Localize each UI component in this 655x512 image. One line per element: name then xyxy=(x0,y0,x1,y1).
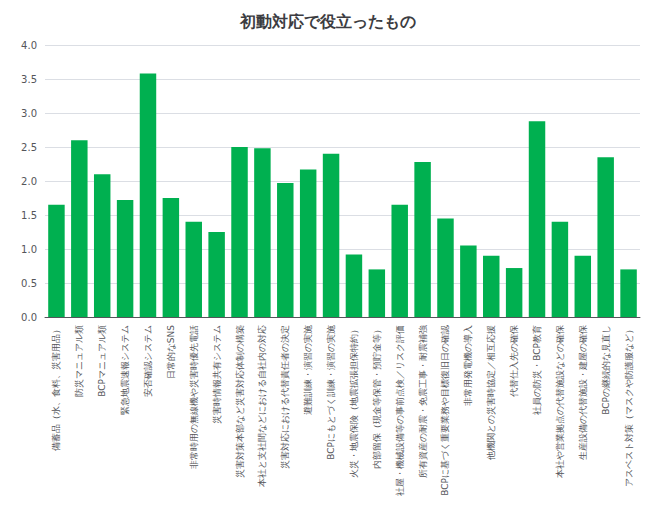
svg-text:本社と支社間などにおける自社内の対応: 本社と支社間などにおける自社内の対応 xyxy=(257,325,267,487)
svg-text:1.5: 1.5 xyxy=(21,210,37,221)
svg-text:4.0: 4.0 xyxy=(21,40,37,51)
svg-text:非常用発電機の導入: 非常用発電機の導入 xyxy=(463,325,473,406)
svg-text:本社や営業拠点の代替施設などの確保: 本社や営業拠点の代替施設などの確保 xyxy=(555,325,565,478)
svg-text:0.0: 0.0 xyxy=(21,312,37,323)
svg-text:安否確認システム: 安否確認システム xyxy=(143,325,153,397)
svg-text:他機関との災害時協定／相互応援: 他機関との災害時協定／相互応援 xyxy=(486,325,496,460)
svg-text:3.0: 3.0 xyxy=(21,108,37,119)
svg-text:災害対策本部など災害対応体制の構築: 災害対策本部など災害対応体制の構築 xyxy=(235,325,245,478)
svg-text:日常的なSNS: 日常的なSNS xyxy=(166,325,176,379)
svg-text:所有資産の耐震・免震工事・耐震補強: 所有資産の耐震・免震工事・耐震補強 xyxy=(418,325,428,478)
svg-text:0.5: 0.5 xyxy=(21,278,37,289)
svg-text:BCPに基づく重要業務や目標復旧日の確認: BCPに基づく重要業務や目標復旧日の確認 xyxy=(440,325,450,496)
svg-text:防災マニュアル類: 防災マニュアル類 xyxy=(74,325,84,397)
svg-text:社員の防災・BCP教育: 社員の防災・BCP教育 xyxy=(532,325,542,415)
svg-text:2.0: 2.0 xyxy=(21,176,37,187)
svg-text:生産設備の代替施設・建屋の確保: 生産設備の代替施設・建屋の確保 xyxy=(578,325,588,460)
svg-text:緊急地震速報システム: 緊急地震速報システム xyxy=(120,325,130,415)
svg-text:1.0: 1.0 xyxy=(21,244,37,255)
svg-text:2.5: 2.5 xyxy=(21,142,37,153)
svg-text:内部留保（現金等保管・預貯金等）: 内部留保（現金等保管・預貯金等） xyxy=(372,325,382,469)
svg-text:BCPにもとづく訓練・演習の実施: BCPにもとづく訓練・演習の実施 xyxy=(326,325,336,460)
svg-text:火災・地震保険（地震拡張担保特約）: 火災・地震保険（地震拡張担保特約） xyxy=(349,325,359,478)
svg-text:アスベスト対策（マスクや防護服など）: アスベスト対策（マスクや防護服など） xyxy=(624,325,634,487)
svg-text:避難訓練・演習の実施: 避難訓練・演習の実施 xyxy=(303,325,313,415)
svg-text:代替仕入先の確保: 代替仕入先の確保 xyxy=(509,325,519,398)
svg-text:3.5: 3.5 xyxy=(21,74,37,85)
svg-text:社屋・機械設備等の事前点検／リスク評価: 社屋・機械設備等の事前点検／リスク評価 xyxy=(395,325,405,496)
svg-text:非常時用の無線機や災害時優先電話: 非常時用の無線機や災害時優先電話 xyxy=(189,325,199,469)
svg-text:BCPマニュアル類: BCPマニュアル類 xyxy=(97,325,107,397)
svg-text:災害時情報共有システム: 災害時情報共有システム xyxy=(212,325,222,424)
svg-text:備蓄品（水、食料、災害用品）: 備蓄品（水、食料、災害用品） xyxy=(51,325,61,451)
svg-text:初動対応で役立ったもの: 初動対応で役立ったもの xyxy=(239,12,416,31)
svg-text:災害対応における代替責任者の決定: 災害対応における代替責任者の決定 xyxy=(280,325,290,469)
svg-text:BCPの継続的な見直し: BCPの継続的な見直し xyxy=(601,325,611,415)
